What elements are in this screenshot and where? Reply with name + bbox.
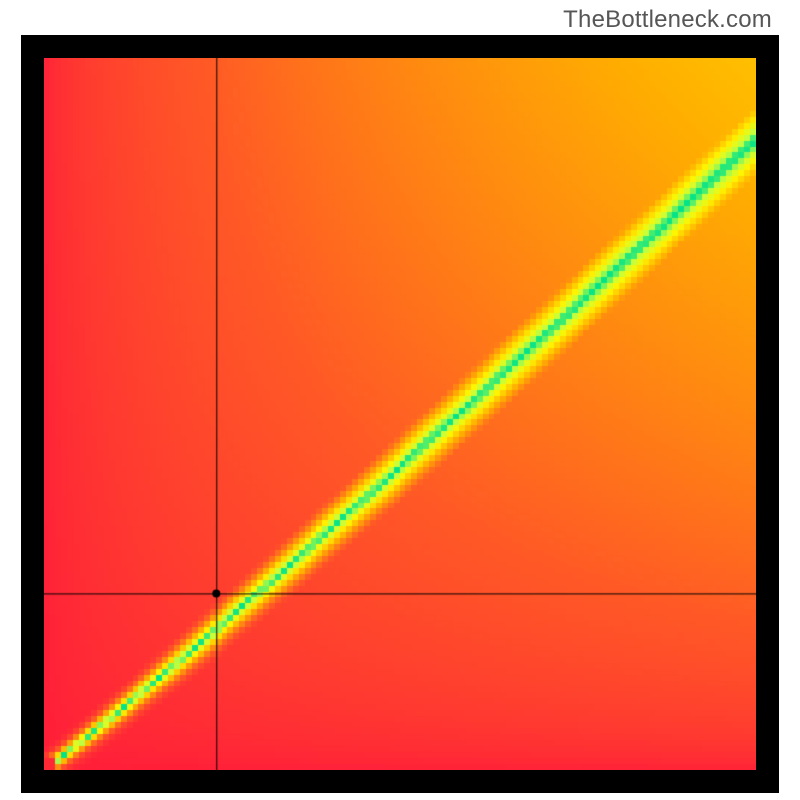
watermark-text: TheBottleneck.com: [563, 6, 772, 34]
plot-frame-right: [756, 35, 779, 793]
plot-frame-top: [21, 35, 779, 58]
crosshair-overlay: [44, 58, 756, 770]
plot-frame-left: [21, 35, 44, 793]
plot-frame-bottom: [21, 770, 779, 793]
